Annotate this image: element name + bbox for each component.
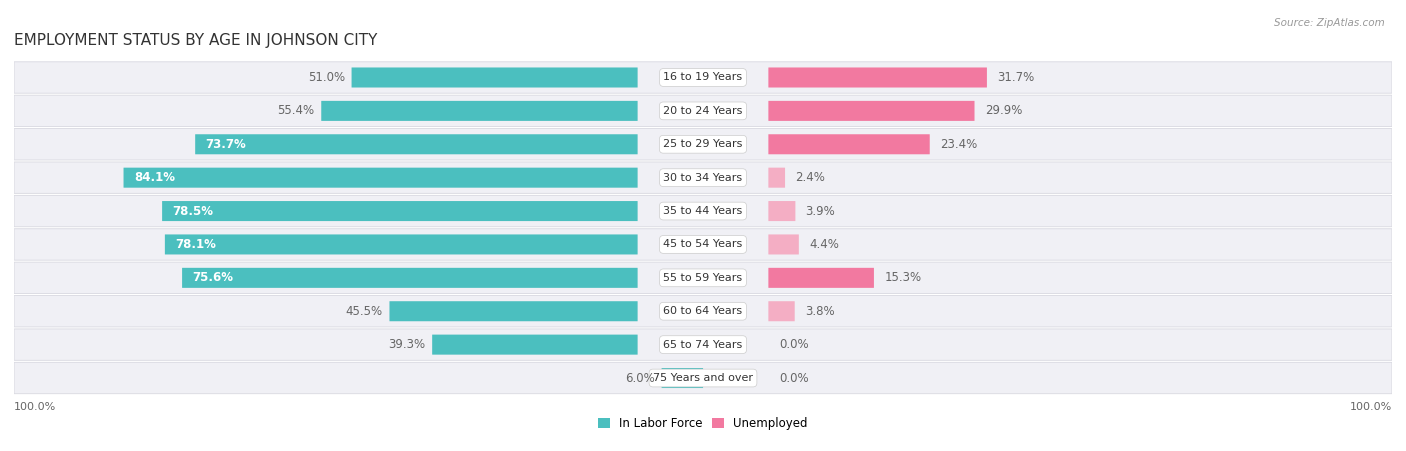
Text: 29.9%: 29.9% xyxy=(984,104,1022,117)
FancyBboxPatch shape xyxy=(662,368,703,388)
Text: 84.1%: 84.1% xyxy=(134,171,174,184)
Text: 23.4%: 23.4% xyxy=(941,138,977,151)
Text: 78.1%: 78.1% xyxy=(176,238,217,251)
FancyBboxPatch shape xyxy=(769,168,785,188)
Text: 2.4%: 2.4% xyxy=(796,171,825,184)
Text: 45.5%: 45.5% xyxy=(346,305,382,318)
Text: 75 Years and over: 75 Years and over xyxy=(652,373,754,383)
Text: 30 to 34 Years: 30 to 34 Years xyxy=(664,173,742,183)
FancyBboxPatch shape xyxy=(14,329,1392,360)
Text: 0.0%: 0.0% xyxy=(779,338,808,351)
FancyBboxPatch shape xyxy=(14,162,1392,193)
FancyBboxPatch shape xyxy=(14,62,1392,93)
Text: 55.4%: 55.4% xyxy=(277,104,315,117)
FancyBboxPatch shape xyxy=(352,68,637,87)
Text: 31.7%: 31.7% xyxy=(997,71,1035,84)
Text: 100.0%: 100.0% xyxy=(1350,402,1392,412)
FancyBboxPatch shape xyxy=(321,101,637,121)
FancyBboxPatch shape xyxy=(195,134,637,154)
Text: 0.0%: 0.0% xyxy=(779,372,808,385)
Text: 51.0%: 51.0% xyxy=(308,71,344,84)
Text: 65 to 74 Years: 65 to 74 Years xyxy=(664,340,742,350)
FancyBboxPatch shape xyxy=(183,268,637,288)
FancyBboxPatch shape xyxy=(769,235,799,254)
Text: 73.7%: 73.7% xyxy=(205,138,246,151)
Text: Source: ZipAtlas.com: Source: ZipAtlas.com xyxy=(1274,18,1385,28)
Text: 45 to 54 Years: 45 to 54 Years xyxy=(664,239,742,249)
Text: 15.3%: 15.3% xyxy=(884,272,921,284)
FancyBboxPatch shape xyxy=(769,268,875,288)
FancyBboxPatch shape xyxy=(14,229,1392,260)
Text: 75.6%: 75.6% xyxy=(193,272,233,284)
FancyBboxPatch shape xyxy=(14,95,1392,127)
Text: 16 to 19 Years: 16 to 19 Years xyxy=(664,73,742,83)
Text: EMPLOYMENT STATUS BY AGE IN JOHNSON CITY: EMPLOYMENT STATUS BY AGE IN JOHNSON CITY xyxy=(14,33,377,48)
Text: 78.5%: 78.5% xyxy=(173,205,214,217)
FancyBboxPatch shape xyxy=(769,134,929,154)
FancyBboxPatch shape xyxy=(769,301,794,321)
FancyBboxPatch shape xyxy=(769,101,974,121)
FancyBboxPatch shape xyxy=(14,195,1392,227)
FancyBboxPatch shape xyxy=(124,168,637,188)
FancyBboxPatch shape xyxy=(432,335,637,354)
Text: 35 to 44 Years: 35 to 44 Years xyxy=(664,206,742,216)
FancyBboxPatch shape xyxy=(769,68,987,87)
Text: 100.0%: 100.0% xyxy=(14,402,56,412)
FancyBboxPatch shape xyxy=(769,201,796,221)
Text: 3.9%: 3.9% xyxy=(806,205,835,217)
FancyBboxPatch shape xyxy=(14,262,1392,294)
FancyBboxPatch shape xyxy=(14,295,1392,327)
Text: 3.8%: 3.8% xyxy=(806,305,835,318)
FancyBboxPatch shape xyxy=(389,301,637,321)
Text: 4.4%: 4.4% xyxy=(808,238,839,251)
FancyBboxPatch shape xyxy=(14,362,1392,394)
Text: 20 to 24 Years: 20 to 24 Years xyxy=(664,106,742,116)
Legend: In Labor Force, Unemployed: In Labor Force, Unemployed xyxy=(598,417,808,430)
FancyBboxPatch shape xyxy=(165,235,637,254)
Text: 55 to 59 Years: 55 to 59 Years xyxy=(664,273,742,283)
FancyBboxPatch shape xyxy=(14,129,1392,160)
Text: 39.3%: 39.3% xyxy=(388,338,426,351)
Text: 6.0%: 6.0% xyxy=(626,372,655,385)
Text: 60 to 64 Years: 60 to 64 Years xyxy=(664,306,742,316)
Text: 25 to 29 Years: 25 to 29 Years xyxy=(664,139,742,149)
FancyBboxPatch shape xyxy=(162,201,637,221)
